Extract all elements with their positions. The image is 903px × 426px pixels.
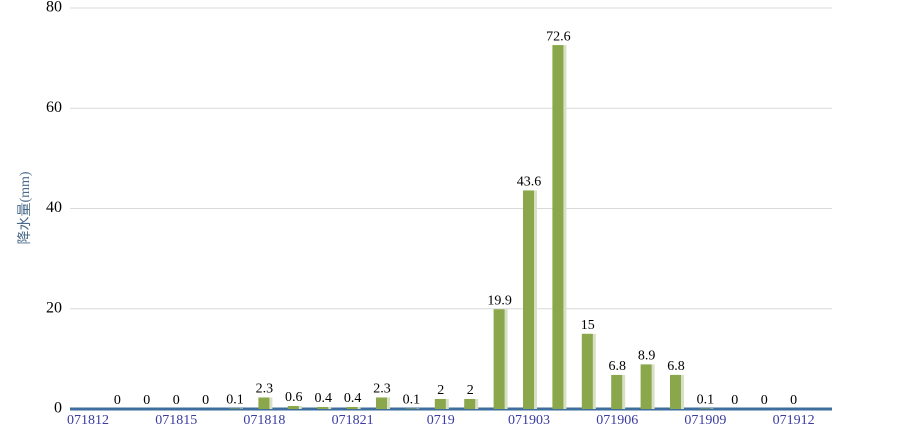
y-tick-label: 60 bbox=[46, 99, 62, 116]
value-label: 0.4 bbox=[344, 391, 362, 406]
bar bbox=[464, 398, 476, 409]
y-axis-label: 降水量(mm) bbox=[17, 171, 33, 244]
value-label: 2.3 bbox=[373, 382, 391, 397]
bar bbox=[670, 374, 681, 409]
value-label: 8.9 bbox=[638, 349, 656, 364]
value-label: 0.4 bbox=[314, 391, 332, 406]
x-tick-label: 071821 bbox=[332, 413, 374, 426]
value-label: 0 bbox=[202, 393, 209, 408]
value-label: 43.6 bbox=[517, 175, 542, 190]
bar bbox=[493, 309, 505, 409]
value-label: 15 bbox=[581, 318, 595, 333]
value-label: 0 bbox=[143, 393, 150, 408]
bar bbox=[523, 190, 534, 409]
value-label: 6.8 bbox=[608, 359, 626, 374]
x-tick-label: 071909 bbox=[684, 413, 726, 426]
value-label: 0.6 bbox=[285, 390, 303, 405]
value-label: 0 bbox=[731, 393, 738, 408]
bar bbox=[405, 408, 417, 409]
y-tick-label: 0 bbox=[54, 400, 62, 417]
bar bbox=[317, 406, 329, 409]
value-label: 2.3 bbox=[256, 382, 274, 397]
bar bbox=[552, 45, 564, 409]
y-tick-label: 40 bbox=[46, 199, 62, 216]
value-label: 72.6 bbox=[546, 29, 571, 44]
bar bbox=[258, 397, 270, 409]
y-tick-label: 20 bbox=[46, 299, 62, 316]
bar bbox=[229, 408, 240, 409]
value-label: 0 bbox=[173, 393, 180, 408]
value-label: 0.1 bbox=[226, 393, 244, 408]
value-label: 0.1 bbox=[403, 393, 421, 408]
value-label: 0 bbox=[790, 393, 797, 408]
value-label: 6.8 bbox=[667, 359, 685, 374]
x-tick-label: 0719 bbox=[427, 413, 455, 426]
value-label: 0 bbox=[761, 393, 768, 408]
bar bbox=[581, 333, 593, 409]
x-tick-label: 071815 bbox=[155, 413, 197, 426]
value-label: 0 bbox=[114, 393, 121, 408]
x-tick-label: 071903 bbox=[508, 413, 550, 426]
x-tick-label: 071912 bbox=[773, 413, 815, 426]
value-label: 2 bbox=[467, 383, 474, 398]
value-label: 2 bbox=[437, 383, 444, 398]
value-label: 19.9 bbox=[487, 293, 512, 308]
bar bbox=[287, 405, 299, 409]
x-tick-label: 071818 bbox=[243, 413, 285, 426]
value-label: 0.1 bbox=[697, 393, 715, 408]
x-tick-label: 071906 bbox=[596, 413, 638, 426]
bar bbox=[434, 398, 446, 409]
bar bbox=[376, 397, 387, 409]
bar bbox=[699, 408, 711, 409]
y-tick-label: 80 bbox=[46, 0, 62, 16]
bar bbox=[346, 406, 358, 409]
x-tick-label: 071812 bbox=[67, 413, 109, 426]
bar bbox=[611, 374, 623, 409]
bar bbox=[640, 364, 652, 409]
